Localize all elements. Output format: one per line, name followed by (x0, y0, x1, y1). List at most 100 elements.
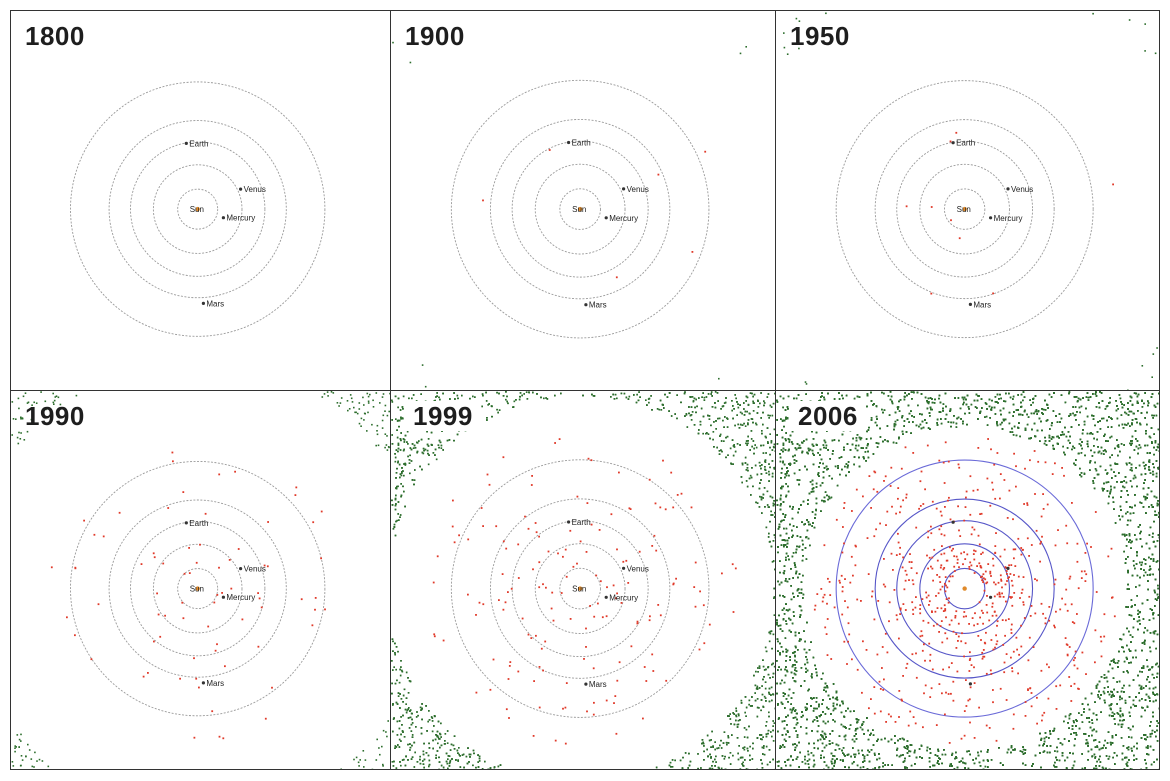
venus-label: Venus (244, 185, 266, 194)
inner-asteroids (432, 438, 737, 745)
sun-marker (195, 586, 200, 591)
venus-label: Venus (244, 565, 266, 574)
sun-marker (962, 206, 967, 212)
orbit-ring (130, 141, 266, 277)
outer-asteroid-cloud (392, 41, 747, 388)
venus-marker (1006, 566, 1010, 570)
mercury-label: Mercury (226, 593, 255, 602)
sun-label: Sun (190, 585, 204, 594)
mercury-label: Mercury (609, 214, 638, 223)
venus-marker (1006, 187, 1010, 191)
mars-marker (584, 303, 588, 307)
mercury-marker (604, 216, 608, 220)
year-label: 1950 (790, 21, 850, 51)
orbit-ring (874, 119, 1055, 300)
mars-marker (201, 681, 205, 685)
earth-marker (184, 141, 188, 145)
panel-1990: Sun Mercury Venus Earth Mars 1990 (10, 390, 391, 770)
mercury-label: Mercury (226, 214, 255, 223)
mars-label: Mars (206, 299, 224, 308)
sun-label: Sun (572, 585, 586, 594)
solar-system-plot: Sun Mercury Venus Earth Mars (783, 12, 1158, 390)
orbit-ring (896, 140, 1033, 278)
venus-marker (239, 567, 243, 571)
solar-system-plot: Sun Mercury Venus Earth Mars (392, 41, 747, 388)
orbit-ring (534, 543, 626, 634)
panel-1950: Sun Mercury Venus Earth Mars 1950 (775, 10, 1160, 391)
mercury-marker (221, 216, 225, 220)
panel-grid: Sun Mercury Venus Earth Mars 1800 Sun Mercury… (10, 10, 1160, 770)
orbit-ring (534, 163, 626, 255)
year-label: 2006 (790, 401, 866, 431)
mars-marker (968, 302, 972, 306)
earth-label: Earth (189, 519, 208, 528)
venus-marker (622, 187, 626, 191)
outer-asteroid-cloud (391, 391, 775, 769)
orbit-ring (70, 460, 326, 717)
sun-marker (577, 206, 583, 212)
sun-marker (577, 586, 583, 591)
sun-label: Sun (190, 205, 204, 214)
earth-marker (951, 520, 955, 524)
earth-marker (567, 520, 571, 524)
venus-label: Venus (1011, 185, 1033, 194)
orbit-ring (130, 520, 266, 657)
orbit-ring (559, 188, 601, 230)
orbit-ring (108, 120, 287, 299)
sun-label: Sun (957, 205, 971, 214)
earth-label: Earth (572, 518, 591, 527)
mercury-label: Mercury (609, 593, 638, 602)
solar-system-plot (776, 391, 1159, 769)
inner-asteroids (813, 438, 1116, 744)
orbit-ring (559, 567, 601, 610)
orbit-ring (450, 459, 710, 718)
mars-label: Mars (589, 680, 607, 689)
year-label: 1990 (25, 401, 85, 431)
orbit-ring (919, 543, 1010, 634)
venus-marker (622, 566, 626, 570)
inner-asteroids (482, 149, 707, 279)
orbit-ring (943, 567, 986, 610)
venus-label: Venus (627, 185, 649, 194)
sun-label: Sun (572, 205, 586, 214)
year-label: 1999 (405, 401, 481, 431)
solar-system-plot: Sun Mercury Venus Earth Mars (11, 391, 390, 769)
orbit-ring (152, 164, 243, 254)
mars-marker (584, 682, 588, 686)
orbit-ring (919, 163, 1010, 255)
solar-system-plot: Sun Mercury Venus Earth Mars (70, 81, 326, 337)
year-label: 1900 (405, 21, 465, 51)
mercury-marker (604, 595, 608, 599)
orbit-ring (177, 188, 219, 230)
orbit-ring (450, 79, 710, 339)
earth-marker (951, 141, 955, 145)
orbit-ring (152, 543, 243, 634)
earth-label: Earth (956, 139, 975, 148)
year-label: 1800 (25, 21, 85, 51)
earth-label: Earth (189, 139, 208, 148)
sun-marker (195, 206, 200, 212)
sun-marker (962, 586, 967, 591)
outer-asteroid-cloud (11, 391, 390, 769)
earth-marker (567, 140, 571, 145)
solar-system-plot: Sun Mercury Venus Earth Mars (391, 391, 775, 769)
orbit-ring (835, 459, 1094, 718)
orbit-ring (835, 80, 1094, 339)
mercury-marker (221, 595, 225, 599)
mercury-label: Mercury (994, 214, 1023, 223)
mars-marker (201, 301, 205, 305)
venus-label: Venus (627, 564, 649, 573)
earth-label: Earth (572, 139, 591, 148)
venus-marker (239, 187, 243, 191)
mars-marker (968, 682, 972, 686)
orbit-ring (511, 140, 649, 278)
orbit-ring (70, 81, 326, 337)
inner-asteroids (50, 451, 326, 740)
panel-2006: 2006 (775, 390, 1160, 770)
mars-label: Mars (973, 300, 991, 309)
inner-asteroids (905, 131, 1114, 295)
earth-marker (184, 521, 188, 525)
orbit-ring (874, 498, 1055, 679)
orbit-ring (943, 188, 986, 230)
orbit-ring (489, 118, 671, 300)
